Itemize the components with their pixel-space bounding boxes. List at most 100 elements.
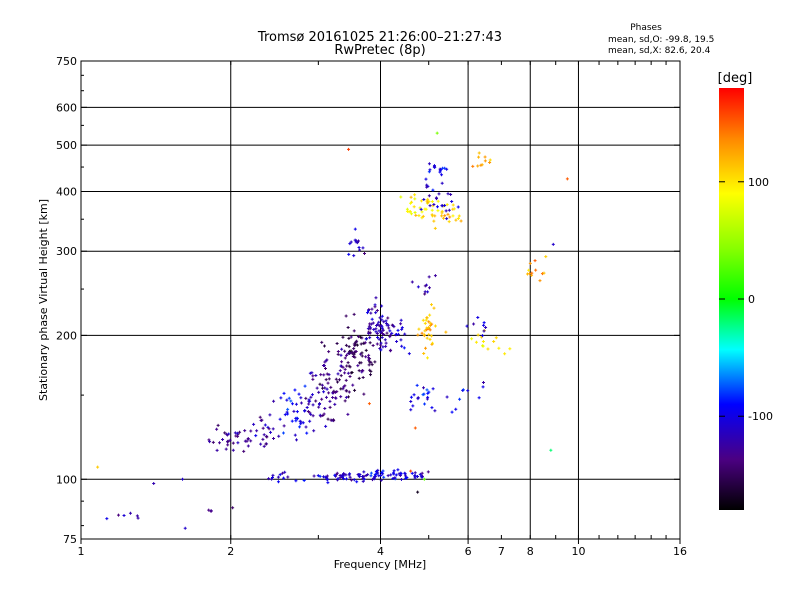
data-point [437,192,441,196]
data-point [377,337,381,341]
data-point [287,396,291,400]
data-point [374,296,378,300]
x-tick-label: 8 [527,545,534,558]
data-point [316,474,320,478]
data-point [400,327,404,331]
data-point [389,333,393,337]
data-point [327,373,331,377]
data-point [435,131,439,135]
data-point [307,402,311,406]
data-point [538,279,542,283]
data-point [323,406,327,410]
data-point [542,271,546,275]
data-point [325,474,329,478]
data-point [282,391,286,395]
data-point [432,219,436,223]
data-point [423,292,427,296]
data-point [356,364,360,368]
data-point [303,409,307,413]
data-point [259,442,263,446]
data-point [312,474,316,478]
data-point [357,376,361,380]
data-point [395,339,399,343]
data-point [479,163,483,167]
data-point [265,435,269,439]
data-point [236,434,240,438]
data-point [477,155,481,159]
data-point [451,214,455,218]
data-point [336,352,340,356]
data-point [476,333,480,337]
data-point [409,408,413,412]
data-point [551,242,555,246]
data-point [544,255,548,259]
data-point [350,371,354,375]
data-point [349,335,353,339]
data-point [395,333,399,337]
colorbar-tick-label: 0 [748,293,755,306]
data-point [352,347,356,351]
data-point [310,393,314,397]
data-point [325,372,329,376]
data-point [376,471,380,475]
data-point [369,373,373,377]
data-point [497,346,501,350]
data-point [303,384,307,388]
data-point [299,422,303,426]
data-point [488,158,492,162]
data-point [348,242,352,246]
data-point [380,327,384,331]
data-point [445,217,449,221]
data-point [367,363,371,367]
data-point [409,201,413,205]
data-point [427,326,431,330]
data-point [430,200,434,204]
data-point [323,344,327,348]
data-point [207,508,211,512]
data-point [416,333,420,337]
data-point [412,205,416,209]
data-point [364,355,368,359]
data-point [358,248,362,252]
data-point [357,369,361,373]
data-point [246,444,250,448]
data-point [319,373,323,377]
data-point [420,471,424,475]
x-tick-label: 16 [673,545,687,558]
data-point [428,204,432,208]
data-point [451,203,455,207]
data-point [329,418,333,422]
data-point [346,412,350,416]
data-point [344,477,348,481]
data-point [425,326,429,330]
data-point [345,364,349,368]
data-point [322,412,326,416]
data-point [361,475,365,479]
data-point [372,328,376,332]
data-point [231,441,235,445]
chart-title: Tromsø 20161025 21:26:00–21:27:43 [257,30,502,45]
data-point [369,471,373,475]
data-point [354,349,358,353]
data-point [382,320,386,324]
data-point [373,303,377,307]
data-point [320,383,324,387]
data-point [394,473,398,477]
data-point [207,438,211,442]
data-point [369,369,373,373]
data-point [262,433,266,437]
data-point [410,280,414,284]
data-point [335,471,339,475]
data-point [339,387,343,391]
data-point [339,395,343,399]
x-tick-label: 1 [78,545,85,558]
chart-subtitle: RwPretec (8p) [334,43,425,58]
data-point [413,476,417,480]
data-point [433,226,437,230]
data-point [258,415,262,419]
data-point [417,327,421,331]
data-point [332,418,336,422]
data-point [379,341,383,345]
data-point [427,390,431,394]
data-point [413,471,417,475]
